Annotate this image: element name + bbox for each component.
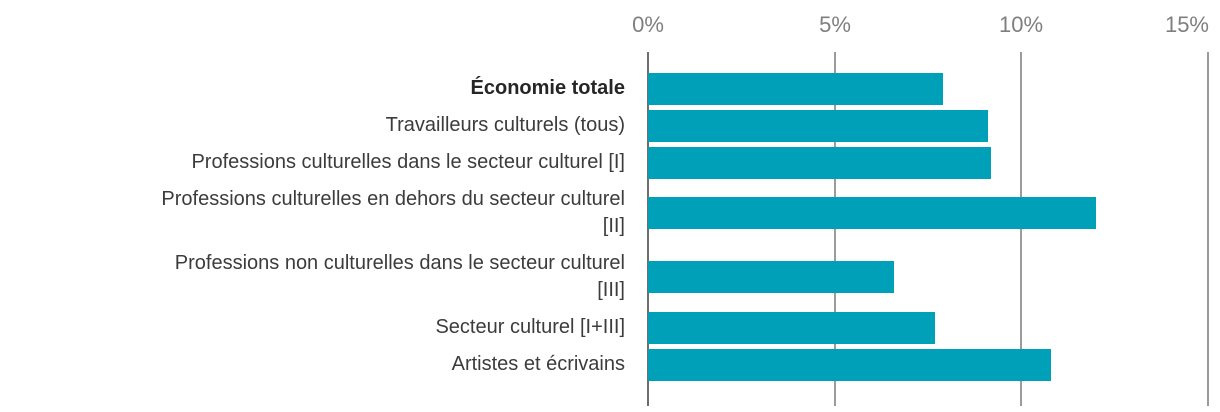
bar-row: Travailleurs culturels (tous) bbox=[0, 107, 1208, 144]
bar-track bbox=[648, 72, 1208, 105]
bar-track bbox=[648, 197, 1208, 229]
bar bbox=[648, 72, 943, 105]
x-axis-tick-label-5: 5% bbox=[819, 12, 851, 37]
bar-row: Secteur culturel [I+III] bbox=[0, 309, 1208, 346]
bar bbox=[648, 348, 1052, 381]
x-axis-tick-label-0: 0% bbox=[632, 12, 664, 37]
bar bbox=[648, 146, 992, 179]
category-label: Professions culturelles en dehors du sec… bbox=[161, 188, 625, 237]
bar bbox=[648, 311, 936, 344]
gridline-15pct bbox=[1207, 52, 1209, 406]
bar-row: Professions culturelles en dehors du sec… bbox=[0, 181, 1208, 245]
x-axis-tick-label-10: 10% bbox=[998, 12, 1044, 37]
bar-row: Artistes et écrivains bbox=[0, 346, 1208, 383]
bar bbox=[648, 109, 988, 142]
category-label: Professions non culturelles dans le sect… bbox=[174, 252, 625, 301]
category-label: Économie totale bbox=[470, 77, 625, 99]
bar-track bbox=[648, 109, 1208, 142]
bar-track bbox=[648, 146, 1208, 179]
bar-rows: Économie totale Travailleurs culturels (t… bbox=[0, 70, 1208, 383]
bar-row: Professions non culturelles dans le sect… bbox=[0, 245, 1208, 309]
bar bbox=[648, 197, 1096, 229]
bar bbox=[648, 261, 895, 293]
bar-row: Professions culturelles dans le secteur … bbox=[0, 144, 1208, 181]
gridline-5pct bbox=[833, 52, 836, 406]
gridline-10pct bbox=[1020, 52, 1023, 406]
x-axis-tick-label-15: 15% bbox=[1164, 12, 1209, 37]
category-label: Professions culturelles dans le secteur … bbox=[191, 151, 625, 173]
bar-track bbox=[648, 261, 1208, 293]
category-label: Travailleurs culturels (tous) bbox=[385, 114, 625, 136]
bar-row: Économie totale bbox=[0, 70, 1208, 107]
category-label: Artistes et écrivains bbox=[451, 353, 625, 375]
bar-track bbox=[648, 348, 1208, 381]
bar-track bbox=[648, 311, 1208, 344]
gridline-layer bbox=[647, 52, 1209, 406]
category-label: Secteur culturel [I+III] bbox=[435, 316, 625, 338]
axis-line-0pct bbox=[647, 52, 649, 406]
